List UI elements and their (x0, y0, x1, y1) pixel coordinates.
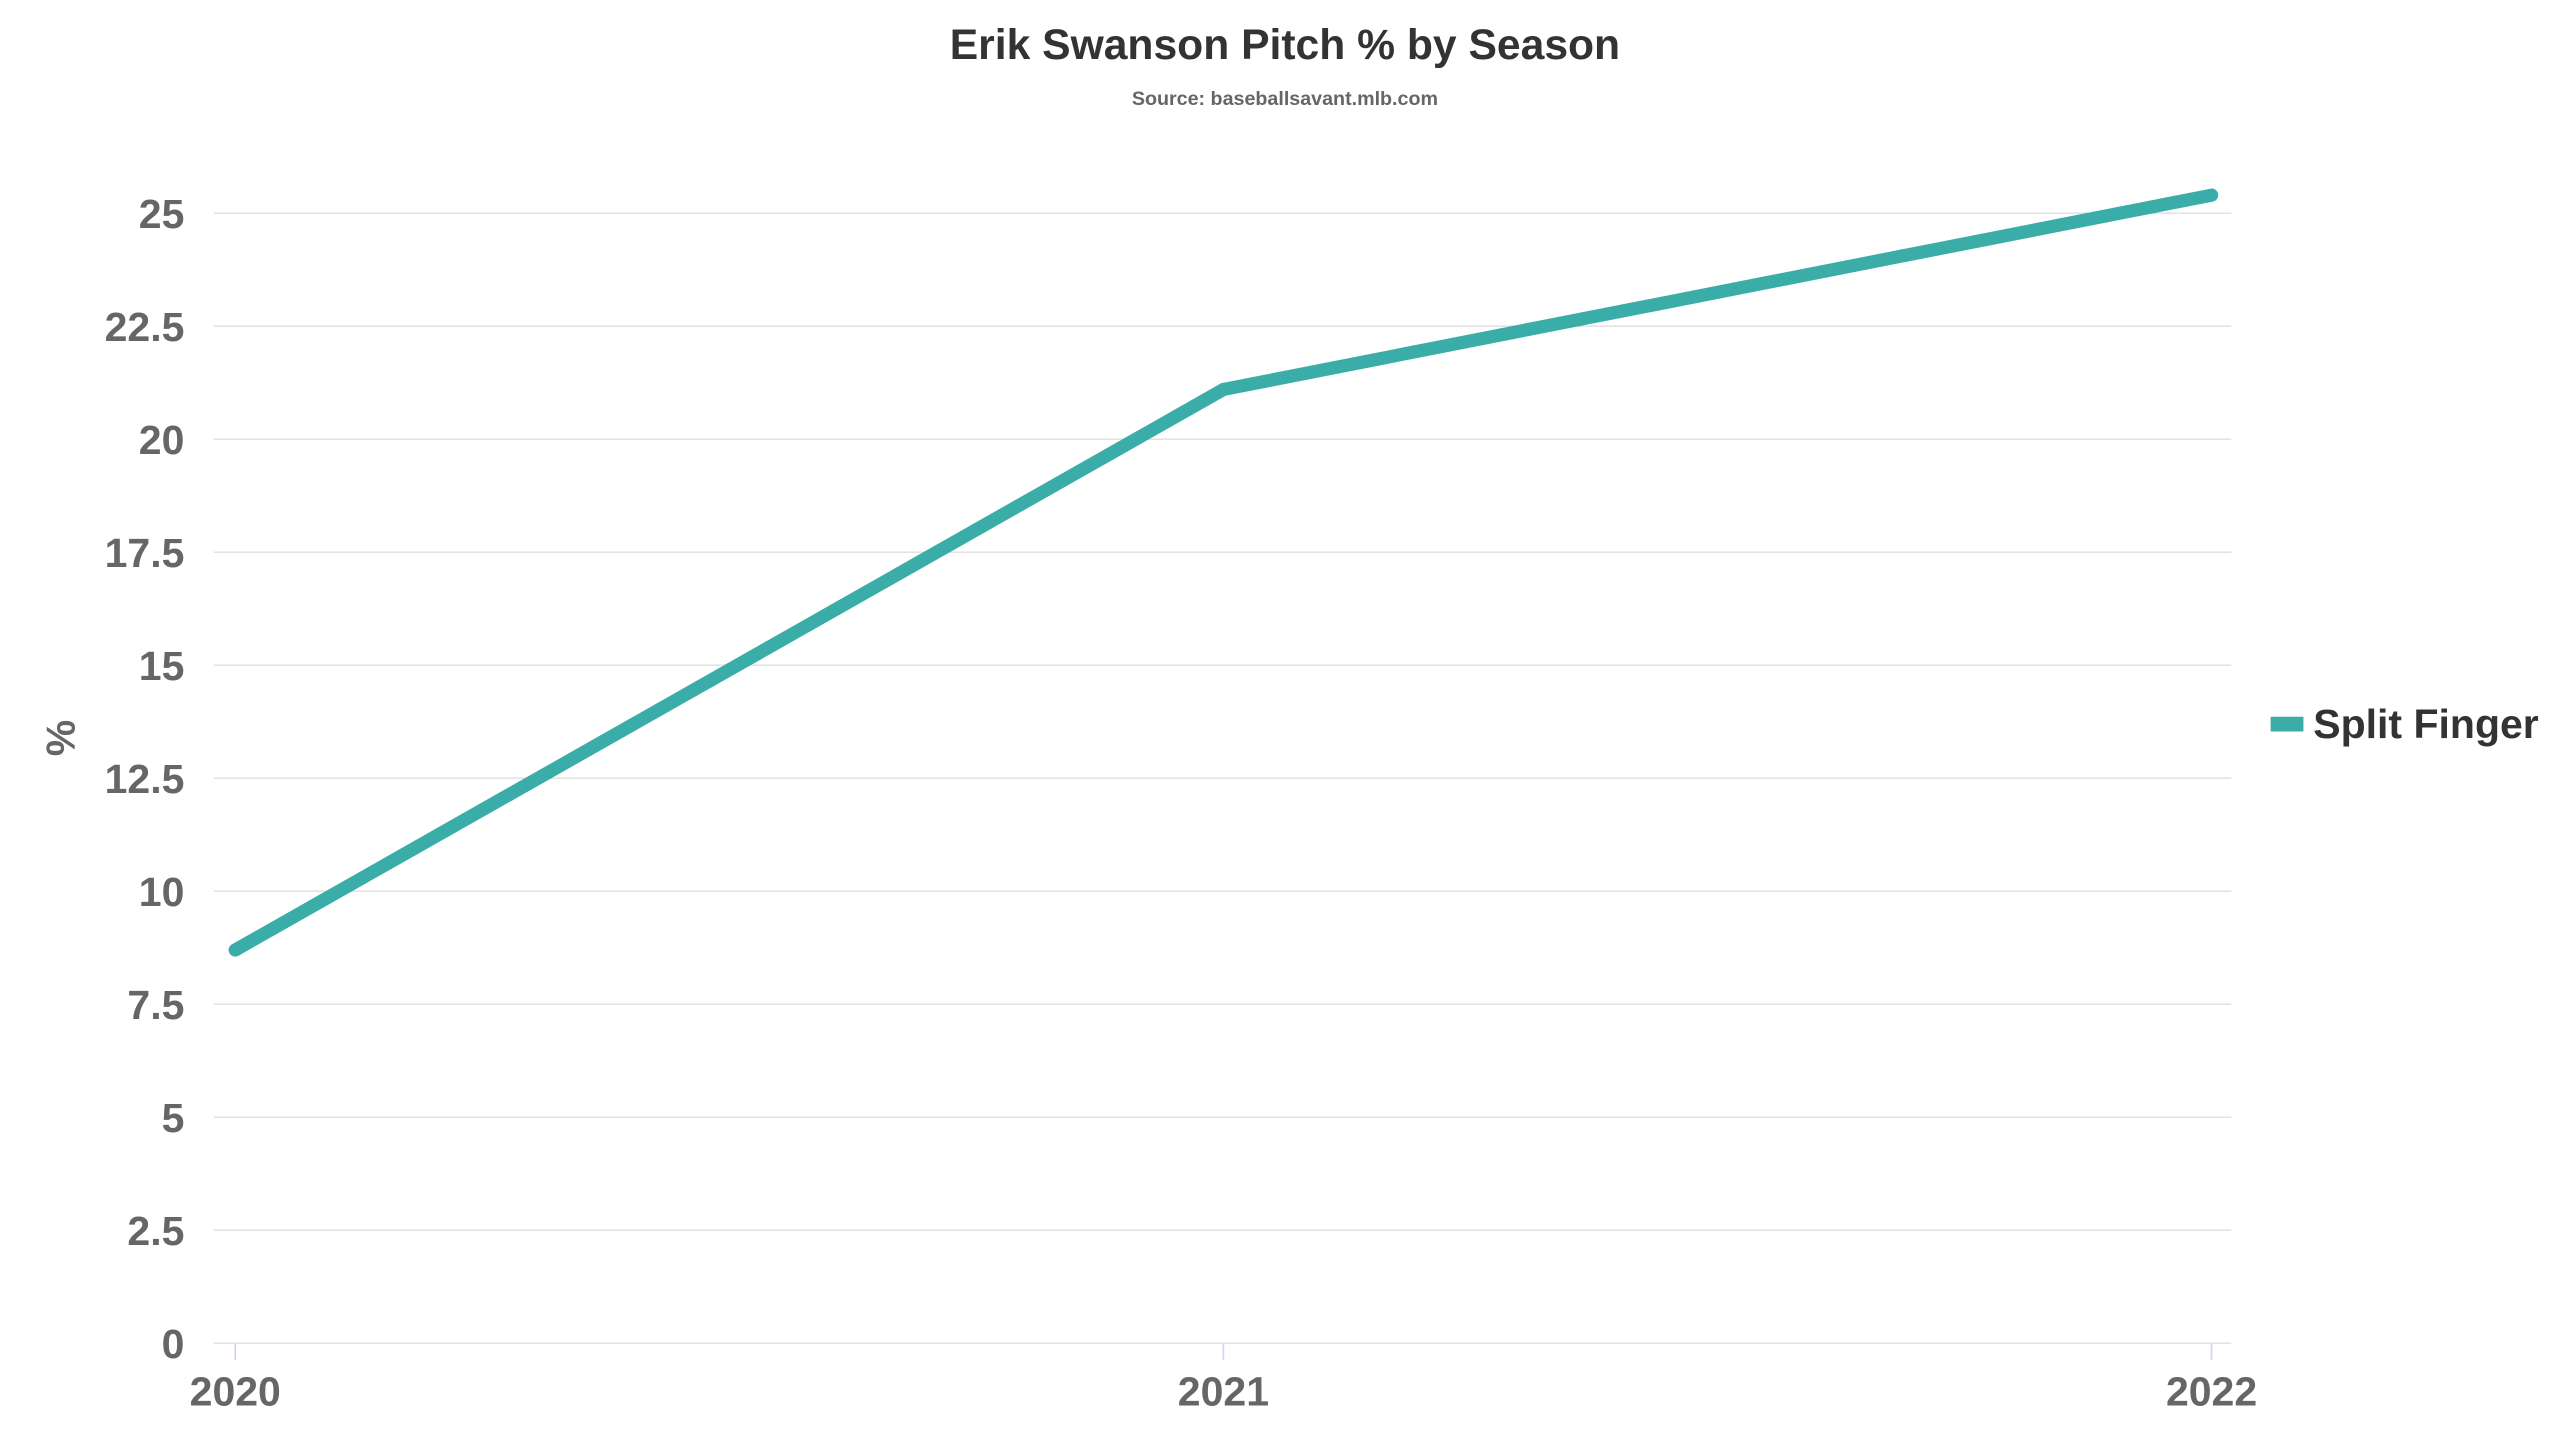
y-tick-label: 10 (139, 869, 185, 915)
y-tick-label: 17.5 (105, 530, 185, 576)
x-tick-label: 2020 (190, 1369, 281, 1415)
chart-title: Erik Swanson Pitch % by Season (950, 21, 1620, 69)
data-point (1216, 382, 1230, 397)
series-line-split-finger (228, 188, 2219, 957)
y-axis-label: % (38, 720, 84, 756)
legend-swatch (2270, 716, 2304, 732)
y-tick-label: 15 (139, 643, 185, 689)
x-tick-label: 2022 (2166, 1369, 2257, 1415)
x-tick-label: 2021 (1178, 1369, 1269, 1415)
y-tick-label: 7.5 (127, 982, 184, 1028)
y-tick-label: 2.5 (127, 1208, 184, 1254)
data-point (2205, 188, 2219, 202)
legend-label: Split Finger (2313, 701, 2539, 747)
chart-subtitle: Source: baseballsavant.mlb.com (1132, 88, 1438, 110)
y-tick-label: 22.5 (105, 304, 185, 350)
y-tick-label: 20 (139, 417, 185, 463)
y-tick-label: 0 (162, 1321, 185, 1367)
y-tick-label: 12.5 (105, 756, 185, 802)
data-point (228, 943, 242, 957)
y-tick-label: 5 (162, 1095, 185, 1141)
y-tick-label: 25 (139, 191, 185, 237)
